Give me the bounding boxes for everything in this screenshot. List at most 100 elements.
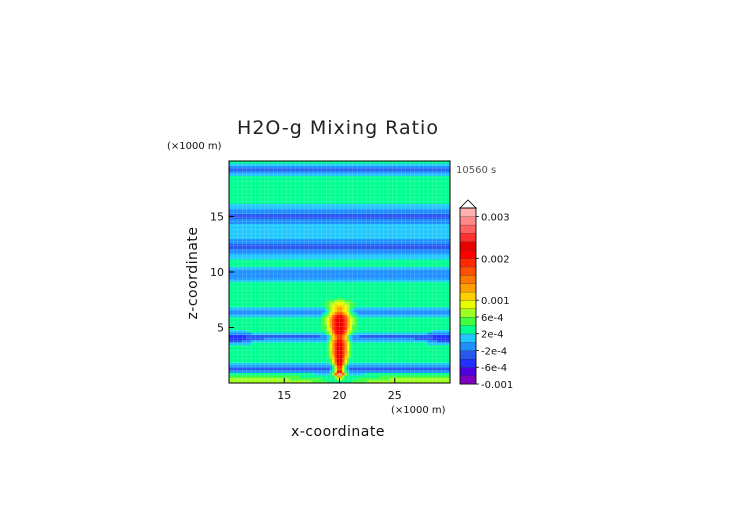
field-cell xyxy=(284,163,288,167)
field-cell xyxy=(419,208,423,212)
field-cell xyxy=(334,188,338,192)
field-cell xyxy=(432,224,436,227)
field-cell xyxy=(429,274,433,278)
field-cell xyxy=(424,203,428,207)
field-cell xyxy=(324,294,328,298)
field-cell xyxy=(377,216,381,220)
field-cell xyxy=(329,234,333,238)
field-cell xyxy=(306,239,310,243)
field-cell xyxy=(331,193,335,197)
field-cell xyxy=(279,173,283,177)
field-cell xyxy=(259,284,262,288)
field-cell xyxy=(269,249,273,253)
field-cell xyxy=(402,239,406,243)
field-cell xyxy=(274,173,278,177)
field-cell xyxy=(372,203,376,207)
field-cell xyxy=(397,246,401,250)
field-cell xyxy=(296,186,300,190)
field-cell xyxy=(447,229,451,232)
field-cell xyxy=(429,229,433,232)
field-cell xyxy=(249,161,252,164)
field-cell xyxy=(367,181,370,185)
field-cell xyxy=(304,269,308,273)
field-cell xyxy=(424,266,428,270)
field-cell xyxy=(324,256,328,260)
field-cell xyxy=(264,211,268,215)
field-cell xyxy=(384,216,388,220)
field-cell xyxy=(244,171,247,174)
field-cell xyxy=(264,206,268,210)
field-cell xyxy=(329,203,333,207)
field-cell xyxy=(442,161,446,164)
field-cell xyxy=(352,259,355,263)
field-cell xyxy=(364,292,368,296)
field-cell xyxy=(434,193,438,197)
field-cell xyxy=(407,261,411,265)
field-cell xyxy=(266,173,270,177)
field-cell xyxy=(359,208,363,212)
field-cell xyxy=(427,264,431,268)
field-cell xyxy=(316,269,320,273)
field-cell xyxy=(407,186,411,190)
field-cell xyxy=(319,196,323,200)
field-cell xyxy=(294,219,298,222)
field-cell xyxy=(444,231,448,235)
field-cell xyxy=(344,239,348,243)
field-cell xyxy=(336,211,340,215)
field-cell xyxy=(359,289,363,293)
field-cell xyxy=(304,299,308,303)
field-cell xyxy=(377,299,381,303)
field-cell xyxy=(374,287,378,291)
field-cell xyxy=(324,274,328,278)
field-cell xyxy=(444,213,448,217)
field-cell xyxy=(419,277,423,280)
field-cell xyxy=(439,287,443,291)
field-cell xyxy=(429,211,433,215)
field-cell xyxy=(269,269,273,273)
field-cell xyxy=(289,289,293,293)
field-cell xyxy=(261,226,265,230)
field-cell xyxy=(424,246,428,250)
field-cell xyxy=(324,193,328,197)
field-cell xyxy=(349,229,353,232)
field-cell xyxy=(347,284,350,288)
field-cell xyxy=(314,279,318,283)
field-cell xyxy=(339,231,343,235)
field-cell xyxy=(349,299,353,303)
field-cell xyxy=(309,256,313,260)
field-cell xyxy=(387,186,391,190)
field-cell xyxy=(404,221,408,225)
field-cell xyxy=(344,196,348,200)
field-cell xyxy=(402,226,406,230)
field-cell xyxy=(244,261,247,265)
field-cell xyxy=(377,294,381,298)
field-cell xyxy=(437,236,441,240)
field-cell xyxy=(316,231,320,235)
field-cell xyxy=(447,231,451,235)
field-cell xyxy=(281,193,285,197)
field-cell xyxy=(432,196,436,200)
field-cell xyxy=(404,213,408,217)
field-cell xyxy=(309,244,313,248)
field-cell xyxy=(279,289,283,293)
field-cell xyxy=(269,216,273,220)
field-cell xyxy=(407,181,411,185)
field-cell xyxy=(444,239,448,243)
field-cell xyxy=(249,211,252,215)
field-cell xyxy=(319,208,323,212)
field-cell xyxy=(276,208,280,212)
field-cell xyxy=(264,266,268,270)
field-cell xyxy=(321,294,325,298)
field-cell xyxy=(349,234,353,238)
field-cell xyxy=(437,239,441,243)
field-cell xyxy=(329,282,333,285)
field-cell xyxy=(256,266,260,270)
field-cell xyxy=(269,289,273,293)
field-cell xyxy=(286,173,290,177)
field-cell xyxy=(374,266,378,270)
field-cell xyxy=(414,246,418,250)
field-cell xyxy=(347,186,350,190)
field-cell xyxy=(246,224,250,227)
field-cell xyxy=(296,161,300,164)
field-cell xyxy=(404,219,408,222)
